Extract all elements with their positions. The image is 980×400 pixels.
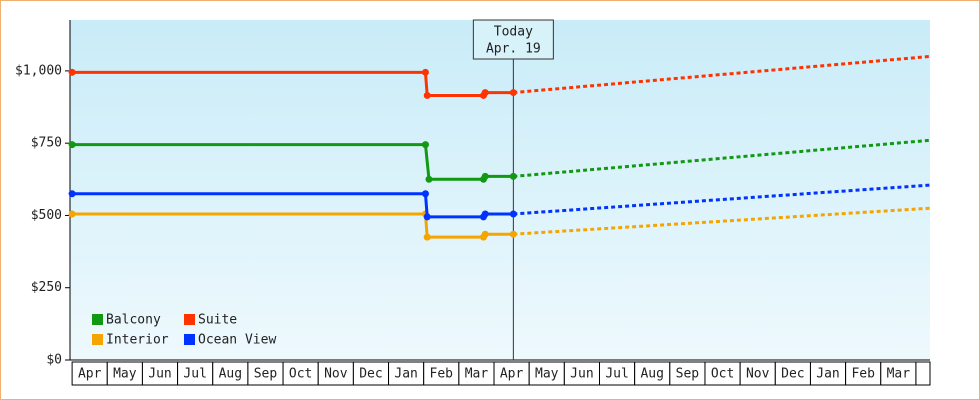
price-point xyxy=(509,210,517,218)
x-tick-label: Dec xyxy=(359,367,382,382)
y-tick-label: $500 xyxy=(31,208,62,223)
legend-label: Interior xyxy=(106,333,169,348)
price-point xyxy=(509,89,517,97)
legend-label: Suite xyxy=(198,313,237,328)
price-point xyxy=(421,141,429,149)
price-point xyxy=(68,210,76,218)
price-point xyxy=(423,213,431,221)
price-point xyxy=(68,190,76,198)
x-tick-label: Mar xyxy=(465,367,489,382)
today-date: Apr. 19 xyxy=(486,42,541,57)
price-line xyxy=(72,70,514,97)
y-tick-label: $0 xyxy=(46,353,62,368)
price-point xyxy=(481,210,489,218)
x-tick-label: Jul xyxy=(605,367,628,382)
price-point xyxy=(481,230,489,238)
y-tick-label: $750 xyxy=(31,136,62,151)
y-tick-label: $250 xyxy=(31,280,62,295)
x-tick-label: Apr xyxy=(78,367,102,382)
plot-area xyxy=(70,20,930,360)
legend-swatch xyxy=(92,334,103,345)
x-tick-label: Sep xyxy=(254,367,278,382)
x-tick-label: Oct xyxy=(711,367,734,382)
legend-label: Ocean View xyxy=(198,333,276,348)
x-tick-label: Jan xyxy=(816,367,839,382)
price-line xyxy=(72,212,514,239)
x-tick-label: Oct xyxy=(289,367,312,382)
price-point xyxy=(481,89,489,97)
x-tick-label: Mar xyxy=(887,367,911,382)
y-tick-label: $1,000 xyxy=(15,63,62,78)
x-tick-label: Jun xyxy=(570,367,593,382)
month-cell-end xyxy=(915,361,931,386)
x-tick-label: Sep xyxy=(676,367,700,382)
x-tick-label: Apr xyxy=(500,367,524,382)
price-line xyxy=(72,143,514,181)
price-point xyxy=(421,190,429,198)
legend-swatch xyxy=(184,334,195,345)
x-tick-label: Jul xyxy=(183,367,206,382)
price-point xyxy=(68,141,76,149)
today-label: Today xyxy=(494,25,533,40)
price-point xyxy=(423,233,431,241)
x-tick-label: May xyxy=(113,367,137,382)
x-tick-label: Feb xyxy=(851,367,875,382)
price-point xyxy=(423,91,431,99)
legend-swatch xyxy=(184,314,195,325)
x-tick-label: Nov xyxy=(324,367,348,382)
x-tick-label: Nov xyxy=(746,367,770,382)
x-tick-label: Jan xyxy=(394,367,417,382)
price-point xyxy=(68,68,76,76)
price-line xyxy=(72,192,514,219)
x-tick-label: Aug xyxy=(219,367,242,382)
price-point xyxy=(509,172,517,180)
x-tick-label: Aug xyxy=(640,367,663,382)
legend-label: Balcony xyxy=(106,313,161,328)
price-point xyxy=(425,175,433,183)
price-point xyxy=(421,68,429,76)
today-box xyxy=(472,19,554,60)
x-tick-label: Jun xyxy=(148,367,171,382)
x-tick-label: May xyxy=(535,367,559,382)
x-tick-label: Feb xyxy=(430,367,454,382)
x-tick-label: Dec xyxy=(781,367,804,382)
price-point xyxy=(509,230,517,238)
legend-swatch xyxy=(92,314,103,325)
price-point xyxy=(481,172,489,180)
